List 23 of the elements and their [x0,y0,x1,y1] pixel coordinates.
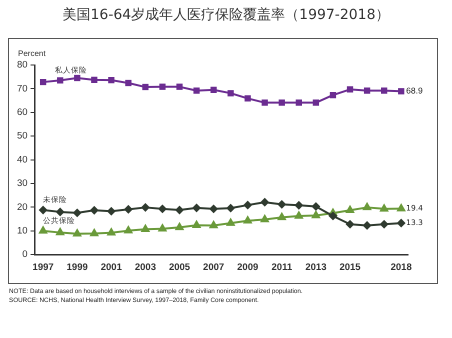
x-tick-label: 2011 [272,262,293,273]
chart-title: 美国16-64岁成年人医疗保险覆盖率（1997-2018） [62,6,390,24]
y-tick-label: 20 [16,202,28,213]
x-tick-label: 2003 [134,262,156,273]
y-tick-label: 40 [16,154,28,166]
y-axis-title: Percent [18,49,46,58]
y-tick-label: 50 [16,130,28,142]
x-tick-label: 2001 [100,262,123,273]
x-tick-label: 1997 [32,262,54,273]
x-tick-label: 2013 [305,262,326,273]
y-tick-label: 60 [16,107,28,118]
x-tick-label: 2007 [203,262,224,273]
x-tick-label: 2005 [168,262,191,273]
x-tick-label: 1999 [66,262,88,273]
y-tick-label: 10 [16,226,28,237]
x-tick-label: 2009 [237,262,258,273]
data-label: 68.9 [406,86,423,96]
y-tick-label: 70 [16,83,28,94]
x-tick-label: 2018 [390,262,412,273]
y-tick-label: 30 [16,178,28,190]
y-tick-label: 80 [16,60,28,71]
x-tick-label: 2015 [339,262,362,273]
y-tick-label: 0 [22,249,28,260]
